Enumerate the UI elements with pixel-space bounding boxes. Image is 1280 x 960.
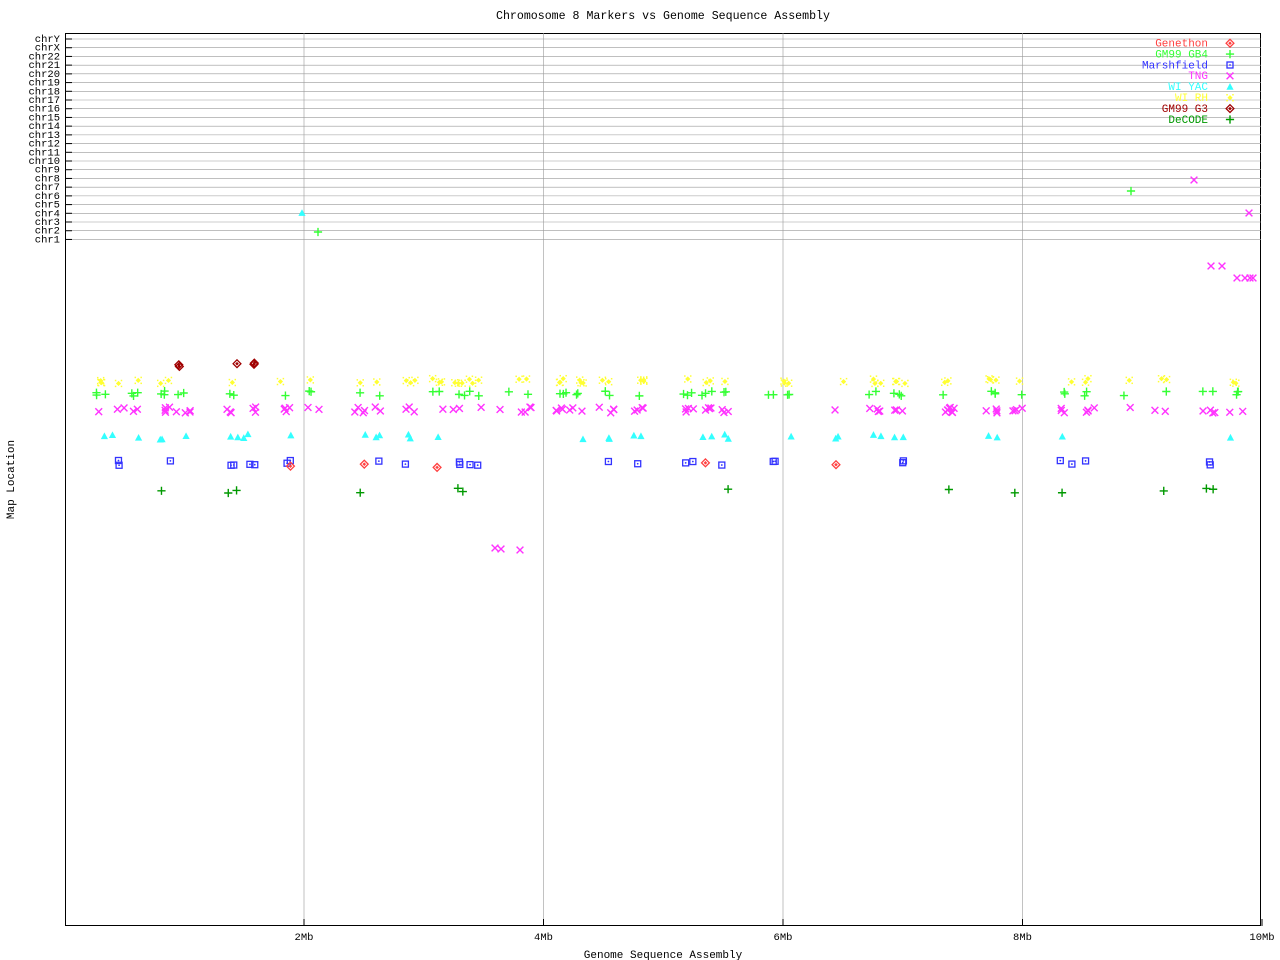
svg-text:10Mb: 10Mb	[1249, 932, 1274, 944]
svg-text:6Mb: 6Mb	[774, 932, 793, 944]
svg-text:2Mb: 2Mb	[295, 932, 314, 944]
svg-text:DeCODE: DeCODE	[1168, 115, 1208, 127]
svg-text:Chromosome 8 Markers vs Genome: Chromosome 8 Markers vs Genome Sequence …	[496, 10, 830, 23]
svg-text:Map Location: Map Location	[6, 440, 18, 519]
svg-text:Genome Sequence Assembly: Genome Sequence Assembly	[584, 950, 743, 960]
svg-text:8Mb: 8Mb	[1013, 932, 1032, 944]
svg-text:chr1: chr1	[35, 234, 60, 246]
svg-text:4Mb: 4Mb	[534, 932, 553, 944]
